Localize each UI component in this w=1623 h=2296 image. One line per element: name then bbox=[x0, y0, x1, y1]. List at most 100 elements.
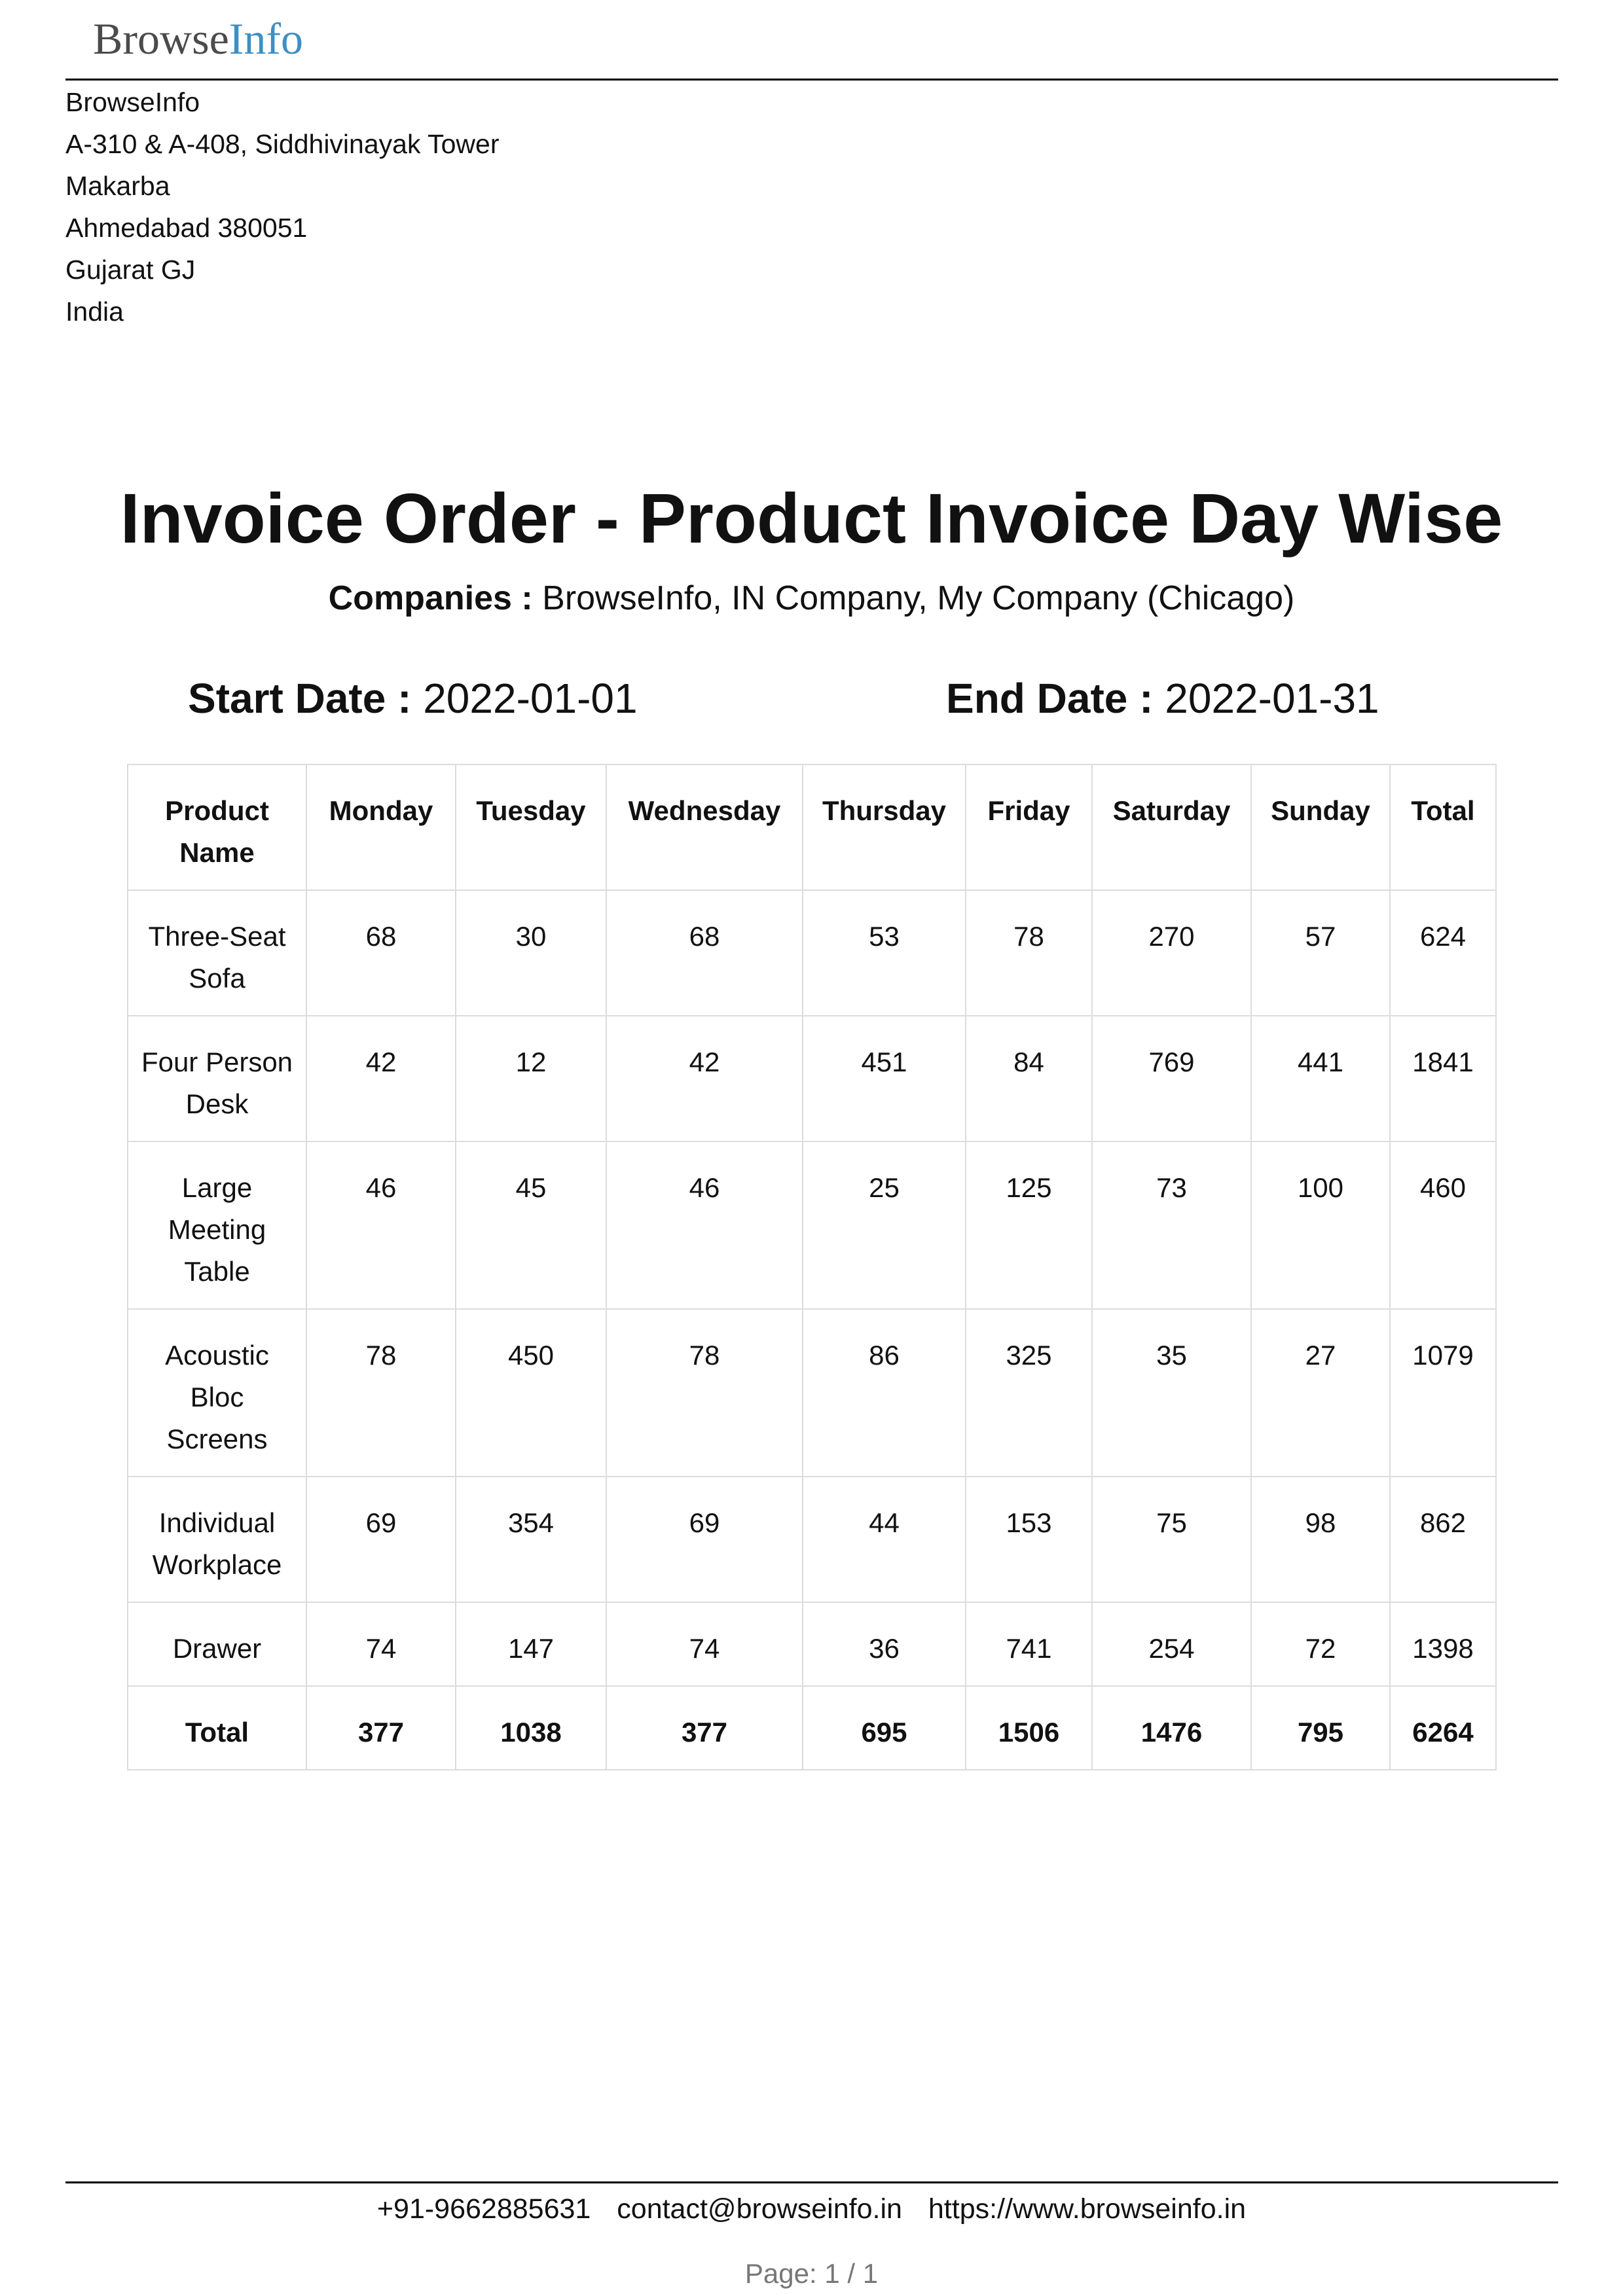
table-cell: 153 bbox=[965, 1476, 1093, 1603]
grand-total-cell: 6264 bbox=[1389, 1685, 1497, 1770]
row-total-cell: 1398 bbox=[1389, 1602, 1497, 1687]
end-date: End Date : 2022-01-31 bbox=[946, 669, 1379, 728]
address-line: Makarba bbox=[65, 171, 170, 201]
table-cell: 68 bbox=[306, 889, 456, 1016]
report-title: Invoice Order - Product Invoice Day Wise bbox=[120, 478, 1503, 558]
table-cell: 441 bbox=[1250, 1015, 1391, 1142]
table-cell: 30 bbox=[455, 889, 607, 1016]
table-cell: 44 bbox=[802, 1476, 966, 1603]
product-day-table: Product Name Monday Tuesday Wednesday Th… bbox=[127, 764, 1497, 1770]
companies-line: Companies : BrowseInfo, IN Company, My C… bbox=[0, 572, 1623, 624]
table-cell: 53 bbox=[802, 889, 966, 1016]
product-name-cell: Large Meeting Table bbox=[127, 1141, 307, 1310]
product-name-cell: Three-Seat Sofa bbox=[127, 889, 307, 1016]
address-line: Gujarat GJ bbox=[65, 255, 196, 285]
table-cell: 45 bbox=[455, 1141, 607, 1310]
row-total-cell: 624 bbox=[1389, 889, 1497, 1016]
table-cell: 46 bbox=[606, 1141, 803, 1310]
table-total-row: Total 377 1038 377 695 1506 1476 795 626… bbox=[127, 1685, 1497, 1770]
table-cell: 69 bbox=[606, 1476, 803, 1603]
table-cell: 450 bbox=[455, 1308, 607, 1477]
table-cell: 36 bbox=[802, 1602, 966, 1687]
start-date: Start Date : 2022-01-01 bbox=[188, 669, 638, 728]
table-cell: 147 bbox=[455, 1602, 607, 1687]
header-total: Total bbox=[1389, 764, 1497, 891]
table-cell: 451 bbox=[802, 1015, 966, 1142]
table-cell: 78 bbox=[606, 1308, 803, 1477]
footer-email[interactable]: contact@browseinfo.in bbox=[617, 2193, 902, 2225]
table-cell: 75 bbox=[1091, 1476, 1252, 1603]
start-date-label: Start Date : bbox=[188, 675, 412, 722]
row-total-cell: 1079 bbox=[1389, 1308, 1497, 1477]
table-cell: 84 bbox=[965, 1015, 1093, 1142]
table-cell: 74 bbox=[306, 1602, 456, 1687]
product-name-cell: Acoustic Bloc Screens bbox=[127, 1308, 307, 1477]
total-cell: 795 bbox=[1250, 1685, 1391, 1770]
footer-contact: +91-9662885631 contact@browseinfo.in htt… bbox=[0, 2186, 1623, 2232]
footer-phone: +91-9662885631 bbox=[376, 2193, 591, 2225]
table-cell: 69 bbox=[306, 1476, 456, 1603]
total-cell: 377 bbox=[606, 1685, 803, 1770]
total-cell: 1506 bbox=[965, 1685, 1093, 1770]
header-sunday: Sunday bbox=[1250, 764, 1391, 891]
table-cell: 42 bbox=[306, 1015, 456, 1142]
table-cell: 74 bbox=[606, 1602, 803, 1687]
total-label-cell: Total bbox=[127, 1685, 307, 1770]
table-cell: 86 bbox=[802, 1308, 966, 1477]
total-cell: 1038 bbox=[455, 1685, 607, 1770]
header-thursday: Thursday bbox=[802, 764, 966, 891]
table-cell: 98 bbox=[1250, 1476, 1391, 1603]
header-monday: Monday bbox=[306, 764, 456, 891]
table-cell: 270 bbox=[1091, 889, 1252, 1016]
row-total-cell: 1841 bbox=[1389, 1015, 1497, 1142]
table-row: Three-Seat Sofa 68 30 68 53 78 270 57 62… bbox=[127, 889, 1497, 1016]
table-cell: 354 bbox=[455, 1476, 607, 1603]
table-row: Acoustic Bloc Screens 78 450 78 86 325 3… bbox=[127, 1308, 1497, 1477]
companies-label: Companies : bbox=[328, 579, 533, 617]
footer-divider bbox=[65, 2181, 1558, 2183]
company-address: BrowseInfo A-310 & A-408, Siddhivinayak … bbox=[65, 81, 499, 332]
table-row: Drawer 74 147 74 36 741 254 72 1398 bbox=[127, 1602, 1497, 1687]
table-cell: 741 bbox=[965, 1602, 1093, 1687]
end-date-value: 2022-01-31 bbox=[1165, 675, 1379, 722]
page-number: Page: 1 / 1 bbox=[744, 2258, 879, 2289]
table-cell: 68 bbox=[606, 889, 803, 1016]
row-total-cell: 460 bbox=[1389, 1141, 1497, 1310]
table-cell: 325 bbox=[965, 1308, 1093, 1477]
product-name-cell: Drawer bbox=[127, 1602, 307, 1687]
table-row: Four Person Desk 42 12 42 451 84 769 441… bbox=[127, 1015, 1497, 1142]
total-cell: 695 bbox=[802, 1685, 966, 1770]
logo-text-info: Info bbox=[228, 14, 304, 63]
logo-text-browse: Browse bbox=[93, 14, 229, 63]
table-cell: 35 bbox=[1091, 1308, 1252, 1477]
product-name-cell: Individual Workplace bbox=[127, 1476, 307, 1603]
table-cell: 42 bbox=[606, 1015, 803, 1142]
footer-website[interactable]: https://www.browseinfo.in bbox=[928, 2193, 1247, 2225]
table-cell: 254 bbox=[1091, 1602, 1252, 1687]
product-name-cell: Four Person Desk bbox=[127, 1015, 307, 1142]
header-saturday: Saturday bbox=[1091, 764, 1252, 891]
companies-value: BrowseInfo, IN Company, My Company (Chic… bbox=[542, 579, 1295, 617]
table-header-row: Product Name Monday Tuesday Wednesday Th… bbox=[127, 764, 1497, 891]
table-row: Large Meeting Table 46 45 46 25 125 73 1… bbox=[127, 1141, 1497, 1310]
table-cell: 78 bbox=[965, 889, 1093, 1016]
header-wednesday: Wednesday bbox=[606, 764, 803, 891]
end-date-label: End Date : bbox=[946, 675, 1154, 722]
table-cell: 57 bbox=[1250, 889, 1391, 1016]
table-cell: 72 bbox=[1250, 1602, 1391, 1687]
table-cell: 73 bbox=[1091, 1141, 1252, 1310]
header-divider bbox=[65, 79, 1558, 81]
total-cell: 1476 bbox=[1091, 1685, 1252, 1770]
table-cell: 46 bbox=[306, 1141, 456, 1310]
start-date-value: 2022-01-01 bbox=[423, 675, 638, 722]
address-line: BrowseInfo bbox=[65, 87, 200, 117]
table-cell: 27 bbox=[1250, 1308, 1391, 1477]
table-cell: 78 bbox=[306, 1308, 456, 1477]
table-cell: 100 bbox=[1250, 1141, 1391, 1310]
table-row: Individual Workplace 69 354 69 44 153 75… bbox=[127, 1476, 1497, 1603]
header-product-name: Product Name bbox=[127, 764, 307, 891]
table-cell: 769 bbox=[1091, 1015, 1252, 1142]
header-tuesday: Tuesday bbox=[455, 764, 607, 891]
table-cell: 12 bbox=[455, 1015, 607, 1142]
table-cell: 125 bbox=[965, 1141, 1093, 1310]
